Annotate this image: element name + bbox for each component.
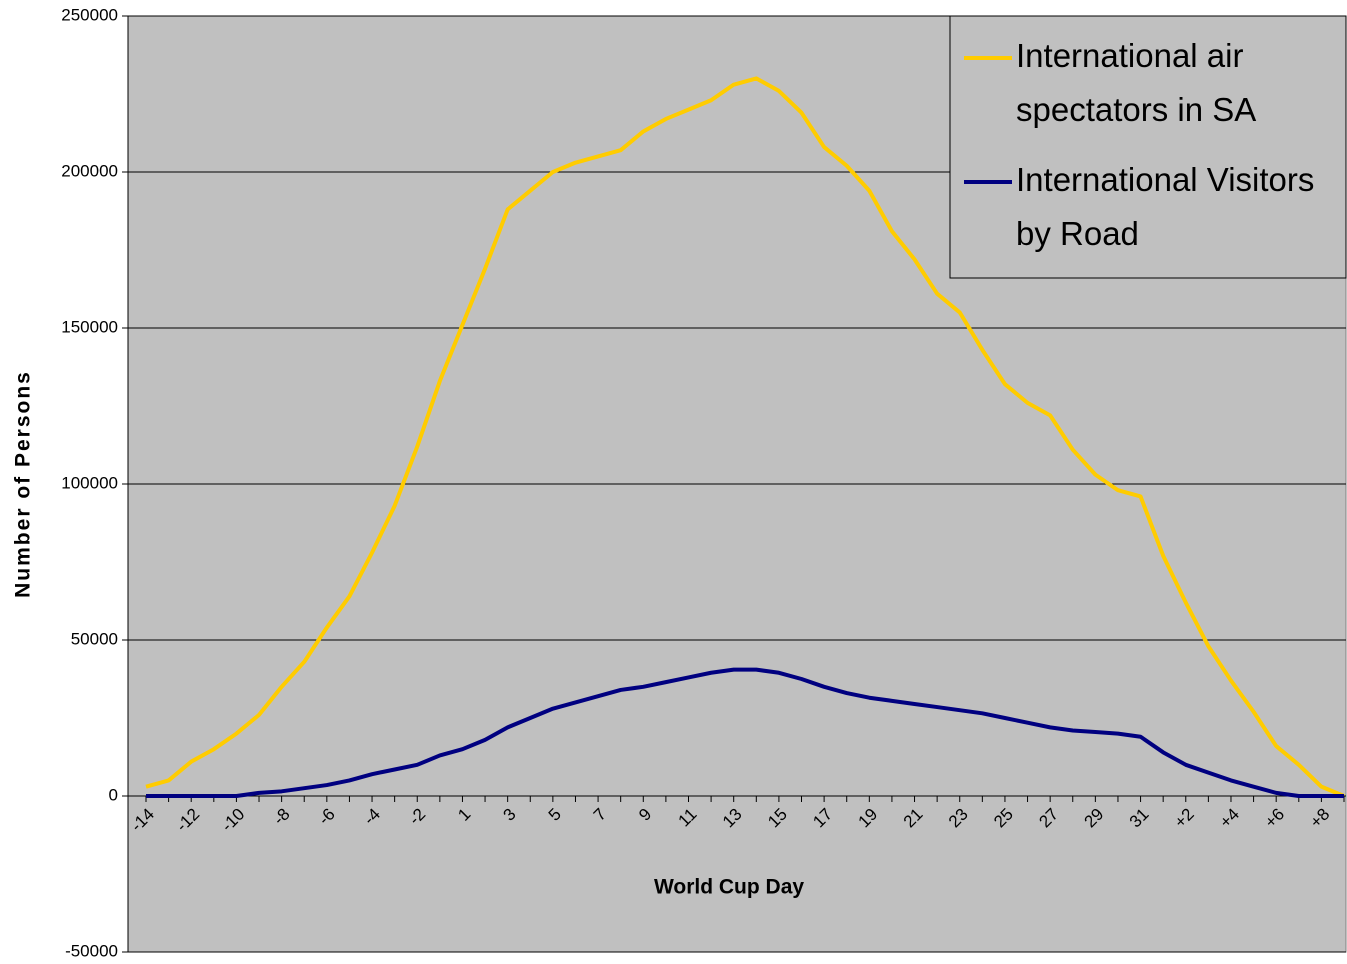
y-tick-label: 100000 <box>61 473 118 492</box>
legend-label: International Visitors by Road <box>1016 161 1314 252</box>
legend-box <box>949 15 1347 279</box>
series-line <box>145 76 1345 798</box>
y-tick-label: 0 <box>109 785 118 804</box>
y-tick-label: 200000 <box>61 161 118 180</box>
y-tick-label: 250000 <box>61 5 118 24</box>
series-line <box>146 667 1344 798</box>
y-axis-title: Number of Persons <box>12 370 35 598</box>
x-axis-title: World Cup Day <box>654 876 804 899</box>
y-tick-label: 50000 <box>71 629 118 648</box>
y-tick-label: -50000 <box>65 941 118 960</box>
legend-label: International air spectators in SA <box>1016 37 1256 128</box>
y-tick-label: 150000 <box>61 317 118 336</box>
